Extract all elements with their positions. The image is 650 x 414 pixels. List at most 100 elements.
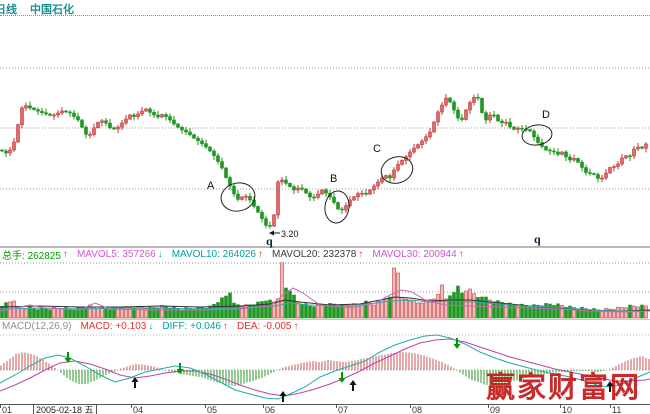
buy-signal-arrow-icon [131,377,139,382]
volume-bar [544,303,548,319]
candle-body [320,189,324,195]
candle-body [516,127,520,130]
candle-body [156,114,160,118]
axis-tick [410,405,411,408]
dea-line [0,338,650,397]
volume-bar [208,305,212,319]
candle-body [120,122,124,128]
candle-body [388,175,392,179]
volume-bar [0,305,4,319]
volume-bar [160,305,164,319]
annotation-circle-C [380,156,414,184]
volume-bar [388,296,392,319]
candle-body [240,196,244,200]
volume-bar [552,305,556,319]
volume-bar [260,301,264,319]
candle-body [636,146,640,150]
pane-splitter[interactable] [0,246,650,248]
candle-body [592,173,596,175]
candle-body [208,146,212,152]
candle-body [628,155,632,158]
candle-body [256,206,260,213]
macd-indicator-readout: MACD(12,26,9) MACD: +0.103 ↓ DIFF: +0.046 ↑ D… [2,320,648,333]
volume-bar [420,302,424,319]
candle-body [640,146,644,149]
indicator-value: MAVOL20: 232378 [272,249,357,260]
volume-bar [416,302,420,319]
volume-bar [448,295,452,319]
candle-body [132,114,136,117]
volume-bar [184,307,188,319]
candle-body [296,187,300,191]
candle-body [176,123,180,128]
candle-body [96,122,100,129]
candle-body [596,174,600,179]
candle-body [352,196,356,201]
volume-bar [500,302,504,319]
pane-splitter[interactable] [0,319,650,320]
candle-body [480,97,484,113]
candle-body [580,161,584,168]
volume-bar [328,303,332,319]
candlestick-chart-pane[interactable] [0,16,650,246]
volume-bar [308,305,312,319]
candle-body [448,97,452,103]
indicator-value: MAVOL30: 200944 [372,249,457,260]
volume-bar [396,272,400,319]
candle-body [392,169,396,179]
volume-bar [368,302,372,319]
volume-bar [24,308,28,319]
candle-body [172,119,176,125]
axis-tick [205,405,206,408]
volume-bar [224,295,228,319]
volume-bar [36,309,40,319]
buy-signal-arrow-icon [279,391,287,396]
volume-bar [404,298,408,319]
candle-body [312,196,316,199]
indicator-value: DIFF: +0.046 [162,321,221,332]
candle-body [468,102,472,111]
candle-body [180,127,184,131]
candle-body [216,155,220,162]
volume-chart-pane[interactable] [0,262,650,319]
volume-bar [508,302,512,319]
candle-body [544,146,548,151]
candle-body [624,155,628,159]
volume-bar [408,300,412,319]
indicator-value: MACD: +0.103 [80,321,147,332]
up-arrow-icon: ↑ [222,321,228,332]
candle-body [412,147,416,153]
candle-body [100,120,104,123]
buy-signal-arrow-icon [606,381,614,386]
indicator-readout-DIFF: DIFF: +0.046 ↑ [162,321,228,332]
volume-bar [560,305,564,319]
volume-bar [348,306,352,319]
candle-body [616,163,620,167]
candle-body [72,112,76,117]
annotation-letter-C: C [373,143,381,155]
up-arrow-icon: ↑ [62,249,68,260]
macd-chart-pane[interactable] [0,334,650,404]
volume-bar [200,307,204,319]
volume-bar [148,306,152,319]
up-arrow-icon: ↑ [258,249,264,260]
candle-body [232,185,236,195]
candle-body [260,211,264,219]
volume-bar [312,306,316,319]
candle-body [220,161,224,169]
indicator-readout-MACD: MACD: +0.103 ↓ [80,321,153,332]
candle-body [8,149,12,154]
annotation-letter-D: D [542,109,550,121]
volume-bar [152,307,156,319]
candle-body [472,96,476,103]
volume-bar [580,306,584,319]
candle-body [48,113,52,116]
axis-tick [488,405,489,408]
volume-bar [280,262,284,319]
volume-bar [48,309,52,319]
volume-bar [144,308,148,319]
candle-body [508,121,512,128]
candle-body [464,109,468,120]
candle-body [148,108,152,113]
